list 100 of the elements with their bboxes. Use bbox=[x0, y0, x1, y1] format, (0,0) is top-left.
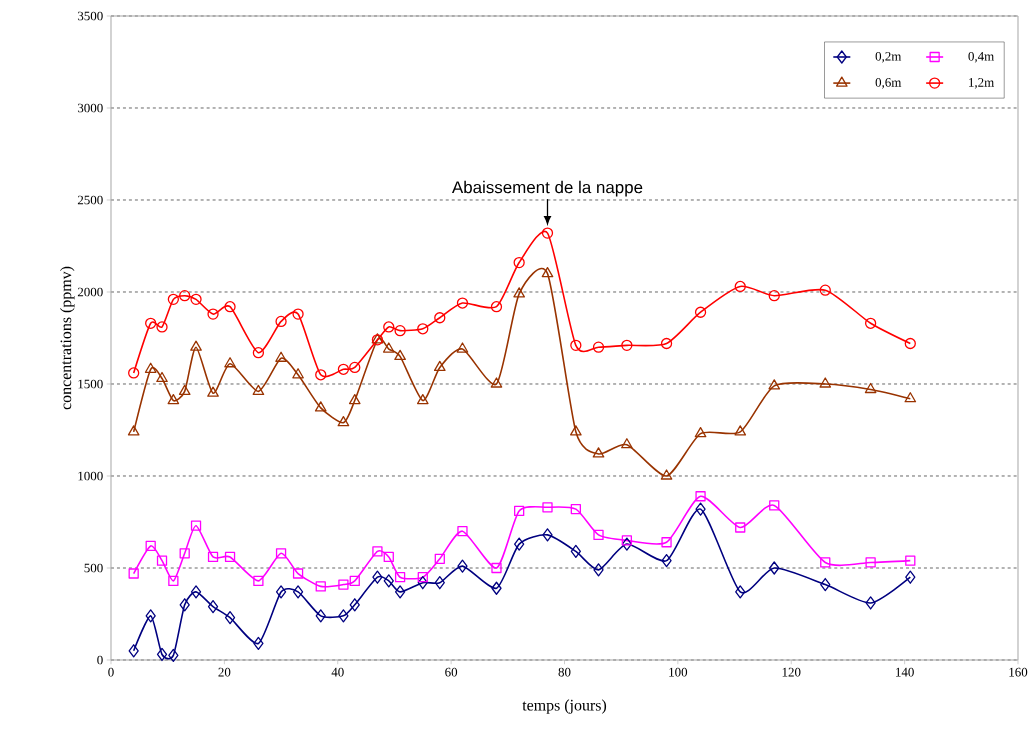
point bbox=[768, 290, 780, 302]
y-tick-label: 500 bbox=[84, 563, 103, 573]
point bbox=[337, 415, 350, 427]
point bbox=[275, 315, 287, 328]
y-tick-label: 1000 bbox=[78, 471, 103, 481]
point bbox=[382, 342, 395, 353]
y-tick-label: 3000 bbox=[77, 103, 103, 113]
point bbox=[768, 379, 781, 390]
point bbox=[348, 393, 361, 405]
point bbox=[127, 425, 140, 436]
point bbox=[621, 339, 633, 352]
point bbox=[514, 505, 525, 517]
point bbox=[179, 548, 190, 559]
y-tick-label: 2500 bbox=[77, 195, 103, 205]
point bbox=[661, 553, 672, 568]
point bbox=[864, 382, 877, 394]
point bbox=[904, 392, 917, 403]
point bbox=[491, 581, 502, 595]
point bbox=[190, 340, 202, 351]
point bbox=[570, 425, 582, 436]
point bbox=[433, 360, 446, 372]
point bbox=[457, 559, 468, 573]
point bbox=[660, 469, 673, 480]
x-tick-label: 20 bbox=[218, 667, 231, 677]
point bbox=[541, 227, 554, 239]
point bbox=[695, 491, 706, 502]
point bbox=[315, 609, 326, 623]
point bbox=[865, 596, 876, 610]
point bbox=[694, 427, 707, 438]
point bbox=[513, 256, 525, 269]
point bbox=[570, 339, 582, 352]
point bbox=[514, 537, 525, 551]
legend-label: 0,4m bbox=[968, 51, 995, 63]
point bbox=[190, 520, 202, 531]
point bbox=[156, 371, 168, 383]
point bbox=[253, 575, 264, 587]
point bbox=[542, 502, 553, 513]
point bbox=[292, 568, 304, 579]
point bbox=[542, 528, 553, 542]
point bbox=[416, 393, 429, 405]
point bbox=[734, 425, 747, 436]
point bbox=[372, 546, 383, 557]
point bbox=[128, 367, 140, 379]
point bbox=[417, 572, 428, 583]
point bbox=[144, 362, 157, 373]
point bbox=[145, 317, 157, 329]
point bbox=[338, 609, 349, 623]
point bbox=[190, 293, 202, 306]
y-tick-label: 2000 bbox=[77, 287, 103, 297]
point bbox=[456, 342, 469, 353]
point bbox=[592, 341, 605, 353]
point bbox=[592, 447, 605, 458]
point bbox=[168, 575, 179, 587]
point bbox=[904, 337, 916, 350]
point bbox=[179, 598, 190, 612]
x-tick-label: 140 bbox=[896, 667, 914, 677]
point bbox=[769, 561, 780, 575]
point bbox=[456, 297, 469, 309]
y-tick-label: 0 bbox=[97, 655, 103, 665]
x-tick-label: 80 bbox=[558, 667, 571, 677]
point bbox=[541, 266, 554, 278]
point bbox=[167, 293, 180, 306]
point bbox=[417, 576, 428, 590]
point bbox=[128, 568, 139, 579]
x-tick-label: 120 bbox=[782, 667, 801, 677]
point bbox=[570, 544, 581, 559]
point bbox=[145, 609, 156, 623]
point bbox=[864, 317, 877, 329]
legend-label: 0,2m bbox=[875, 51, 902, 63]
point bbox=[338, 579, 349, 590]
point bbox=[156, 555, 168, 566]
point bbox=[252, 347, 265, 359]
point bbox=[224, 551, 236, 563]
point bbox=[179, 290, 191, 302]
point bbox=[820, 557, 831, 568]
point bbox=[434, 553, 445, 564]
x-axis-title: temps (jours) bbox=[522, 699, 607, 714]
point bbox=[694, 306, 707, 318]
point bbox=[621, 537, 633, 551]
point bbox=[491, 562, 502, 574]
legend-label: 1,2m bbox=[969, 78, 995, 89]
point bbox=[394, 585, 406, 599]
point bbox=[383, 574, 394, 588]
point bbox=[275, 351, 287, 362]
point bbox=[621, 438, 633, 449]
point bbox=[252, 384, 265, 396]
point bbox=[417, 323, 429, 335]
point bbox=[253, 636, 264, 651]
point bbox=[292, 585, 304, 599]
point bbox=[383, 551, 394, 563]
point bbox=[434, 576, 445, 590]
point bbox=[207, 551, 219, 563]
point bbox=[593, 529, 604, 541]
point bbox=[905, 555, 916, 566]
point bbox=[349, 575, 360, 587]
point bbox=[490, 301, 503, 313]
point bbox=[275, 548, 287, 559]
point bbox=[128, 644, 139, 658]
point bbox=[145, 540, 156, 552]
point bbox=[490, 377, 503, 388]
